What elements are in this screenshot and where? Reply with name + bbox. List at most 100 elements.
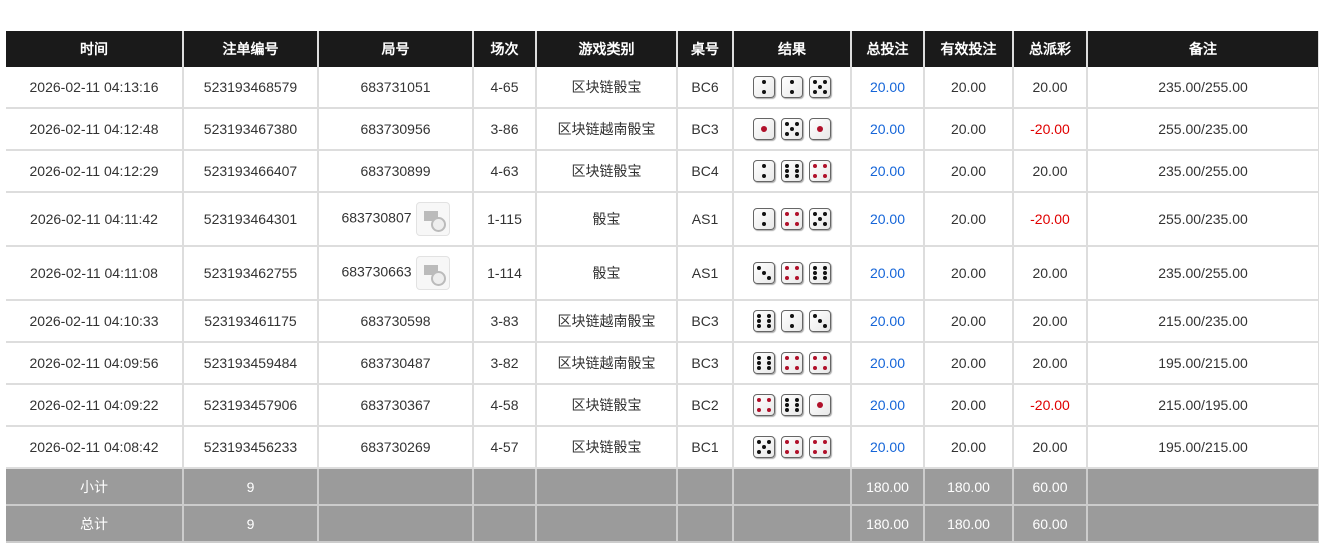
total-bet-cell: 20.00 (851, 108, 925, 151)
video-replay-icon[interactable] (415, 256, 450, 290)
dice-result (753, 310, 831, 332)
dice-result (753, 394, 831, 416)
table-row: 2026-02-11 04:11:42 523193464301 683730807… (6, 192, 1319, 247)
dice-2-icon (781, 76, 803, 98)
dice-1-icon (809, 118, 831, 140)
dice-4-icon (809, 436, 831, 458)
subtotal-count: 9 (183, 468, 319, 506)
total-bet-cell: 20.00 (851, 342, 925, 385)
column-header: 场次 (473, 31, 537, 67)
round-number: 683731051 (360, 79, 431, 95)
bet-id-cell: 523193464301 (183, 192, 319, 247)
empty-cell (473, 468, 537, 506)
dice-4-icon (781, 436, 803, 458)
column-header: 时间 (6, 31, 184, 67)
total-bet-cell: 20.00 (851, 300, 925, 343)
dice-3-icon (753, 262, 775, 284)
column-header: 备注 (1087, 31, 1319, 67)
total-count: 9 (183, 505, 319, 543)
time-cell: 2026-02-11 04:11:08 (6, 246, 184, 301)
dice-4-icon (753, 394, 775, 416)
time-cell: 2026-02-11 04:09:22 (6, 384, 184, 427)
bet-id-cell: 523193462755 (183, 246, 319, 301)
dice-4-icon (809, 352, 831, 374)
result-cell (733, 300, 852, 343)
note-cell: 255.00/235.00 (1087, 108, 1319, 151)
table-cell: AS1 (677, 192, 734, 247)
valid-bet-cell: 20.00 (924, 300, 1014, 343)
session-cell: 3-83 (473, 300, 537, 343)
empty-cell (733, 468, 852, 506)
round-cell: 683730367 (318, 384, 474, 427)
table-row: 2026-02-11 04:13:16 523193468579 683731051… (6, 67, 1319, 109)
round-number: 683730598 (360, 313, 431, 329)
round-cell: 683730487 (318, 342, 474, 385)
dice-result (753, 208, 831, 230)
table-cell: AS1 (677, 246, 734, 301)
note-cell: 195.00/215.00 (1087, 342, 1319, 385)
round-cell: 683730598 (318, 300, 474, 343)
video-replay-icon[interactable] (415, 202, 450, 236)
dice-1-icon (809, 394, 831, 416)
round-cell: 683730956 (318, 108, 474, 151)
subtotal-row: 小计 9 180.00 180.00 60.00 (6, 468, 1319, 506)
bet-id-cell: 523193456233 (183, 426, 319, 469)
session-cell: 4-65 (473, 67, 537, 109)
total-total-bet: 180.00 (851, 505, 925, 543)
session-cell: 4-58 (473, 384, 537, 427)
game-type-cell: 区块链骰宝 (536, 384, 678, 427)
dice-5-icon (753, 436, 775, 458)
result-cell (733, 246, 852, 301)
dice-result (753, 160, 831, 182)
session-cell: 3-82 (473, 342, 537, 385)
time-cell: 2026-02-11 04:08:42 (6, 426, 184, 469)
column-header: 游戏类别 (536, 31, 678, 67)
payout-cell: -20.00 (1013, 192, 1088, 247)
empty-cell (1087, 468, 1319, 506)
round-number: 683730899 (360, 163, 431, 179)
game-type-cell: 区块链骰宝 (536, 67, 678, 109)
total-bet-cell: 20.00 (851, 67, 925, 109)
column-header: 注单编号 (183, 31, 319, 67)
empty-cell (473, 505, 537, 543)
column-header: 结果 (733, 31, 852, 67)
payout-cell: 20.00 (1013, 150, 1088, 193)
table-row: 2026-02-11 04:09:22 523193457906 683730367… (6, 384, 1319, 427)
table-cell: BC6 (677, 67, 734, 109)
valid-bet-cell: 20.00 (924, 246, 1014, 301)
table-row: 2026-02-11 04:12:29 523193466407 683730899… (6, 150, 1319, 193)
round-cell: 683730663 (318, 246, 474, 301)
total-bet-cell: 20.00 (851, 384, 925, 427)
dice-2-icon (753, 160, 775, 182)
total-bet-cell: 20.00 (851, 192, 925, 247)
total-bet-cell: 20.00 (851, 426, 925, 469)
total-bet-cell: 20.00 (851, 246, 925, 301)
dice-6-icon (753, 310, 775, 332)
game-type-cell: 区块链越南骰宝 (536, 300, 678, 343)
bet-id-cell: 523193457906 (183, 384, 319, 427)
session-cell: 1-114 (473, 246, 537, 301)
time-cell: 2026-02-11 04:10:33 (6, 300, 184, 343)
round-number: 683730367 (360, 397, 431, 413)
note-cell: 215.00/195.00 (1087, 384, 1319, 427)
round-number: 683730663 (341, 263, 412, 280)
column-header: 总派彩 (1013, 31, 1088, 67)
bet-id-cell: 523193459484 (183, 342, 319, 385)
total-bet-cell: 20.00 (851, 150, 925, 193)
empty-cell (677, 468, 734, 506)
valid-bet-cell: 20.00 (924, 384, 1014, 427)
table-cell: BC3 (677, 108, 734, 151)
dice-6-icon (781, 160, 803, 182)
game-type-cell: 区块链骰宝 (536, 150, 678, 193)
time-cell: 2026-02-11 04:09:56 (6, 342, 184, 385)
empty-cell (318, 505, 474, 543)
dice-result (753, 352, 831, 374)
bet-id-cell: 523193461175 (183, 300, 319, 343)
total-valid-bet: 180.00 (924, 505, 1014, 543)
result-cell (733, 426, 852, 469)
bet-id-cell: 523193467380 (183, 108, 319, 151)
dice-6-icon (781, 394, 803, 416)
dice-5-icon (809, 76, 831, 98)
table-cell: BC3 (677, 342, 734, 385)
round-number: 683730807 (341, 209, 412, 226)
